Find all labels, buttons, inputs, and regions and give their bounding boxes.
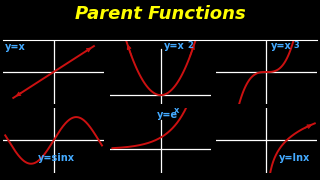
Text: y=x: y=x [5, 42, 26, 52]
Text: y=x: y=x [270, 41, 291, 51]
Text: y=sinx: y=sinx [37, 153, 75, 163]
Text: 3: 3 [294, 41, 300, 50]
Text: y=lnx: y=lnx [278, 153, 310, 163]
Text: Parent Functions: Parent Functions [75, 5, 245, 23]
Text: 2: 2 [187, 40, 193, 50]
Text: x: x [174, 106, 179, 115]
Text: y=e: y=e [157, 110, 178, 120]
Text: y=x: y=x [164, 40, 185, 51]
